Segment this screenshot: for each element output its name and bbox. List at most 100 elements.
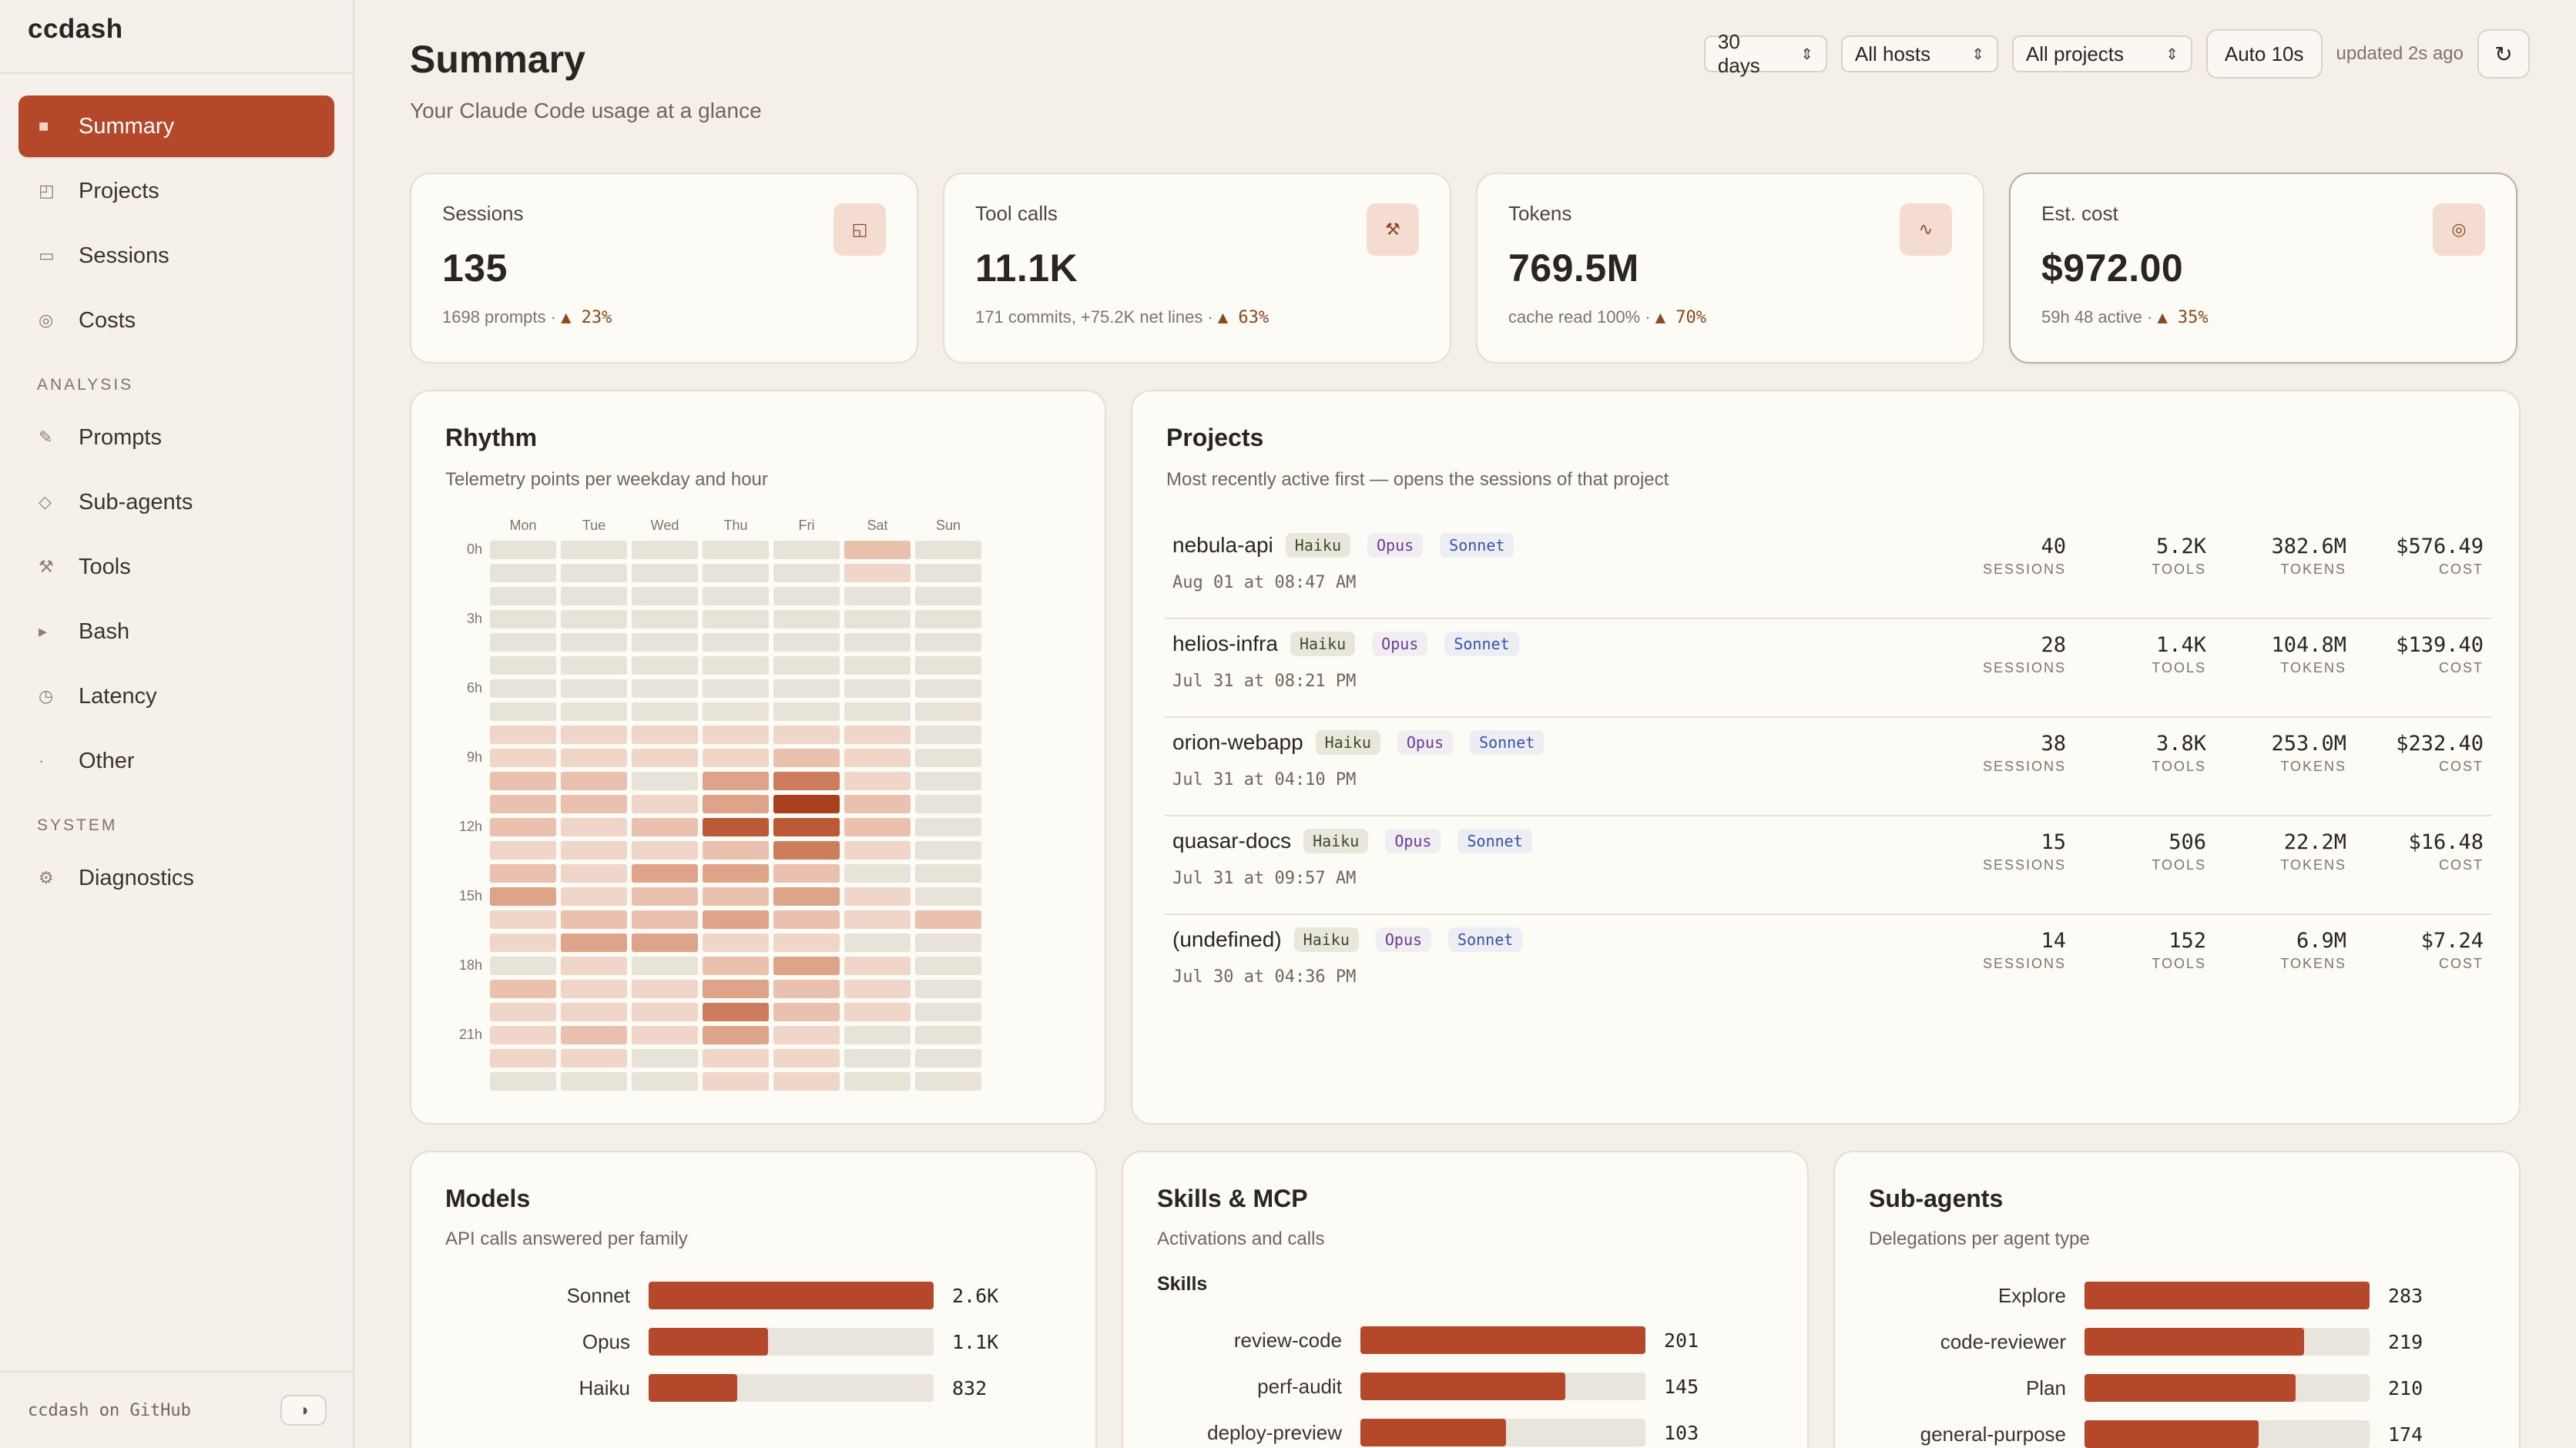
heatmap-cell[interactable] bbox=[773, 679, 840, 698]
heatmap-cell[interactable] bbox=[703, 726, 769, 744]
heatmap-cell[interactable] bbox=[844, 772, 911, 790]
heatmap-cell[interactable] bbox=[703, 772, 769, 790]
heatmap-cell[interactable] bbox=[490, 841, 556, 860]
heatmap-cell[interactable] bbox=[773, 980, 840, 998]
heatmap-cell[interactable] bbox=[632, 841, 698, 860]
heatmap-cell[interactable] bbox=[632, 541, 698, 559]
sidebar-item-prompts[interactable]: ✎ Prompts bbox=[18, 407, 334, 468]
heatmap-cell[interactable] bbox=[561, 726, 627, 744]
heatmap-cell[interactable] bbox=[561, 656, 627, 675]
heatmap-cell[interactable] bbox=[632, 656, 698, 675]
heatmap-cell[interactable] bbox=[773, 1026, 840, 1044]
heatmap-cell[interactable] bbox=[703, 679, 769, 698]
heatmap-cell[interactable] bbox=[915, 910, 981, 929]
heatmap-cell[interactable] bbox=[632, 1072, 698, 1091]
sidebar-item-projects[interactable]: ◰ Projects bbox=[18, 160, 334, 222]
stat-card-est-cost[interactable]: Est. cost $972.00 59h 48 active · ▲ 35% ◎ bbox=[2009, 173, 2517, 364]
heatmap-cell[interactable] bbox=[632, 910, 698, 929]
heatmap-cell[interactable] bbox=[632, 610, 698, 628]
heatmap-cell[interactable] bbox=[561, 1026, 627, 1044]
heatmap-cell[interactable] bbox=[844, 679, 911, 698]
sidebar-item-costs[interactable]: ◎ Costs bbox=[18, 290, 334, 351]
heatmap-cell[interactable] bbox=[773, 656, 840, 675]
heatmap-cell[interactable] bbox=[773, 702, 840, 721]
heatmap-cell[interactable] bbox=[490, 1026, 556, 1044]
heatmap-cell[interactable] bbox=[703, 980, 769, 998]
bar-row[interactable]: Explore 283 bbox=[1869, 1280, 2485, 1311]
heatmap-cell[interactable] bbox=[703, 610, 769, 628]
range-select[interactable]: 30 days ⇕ bbox=[1703, 30, 1827, 77]
heatmap-cell[interactable] bbox=[915, 541, 981, 559]
heatmap-cell[interactable] bbox=[490, 957, 556, 975]
heatmap-cell[interactable] bbox=[632, 726, 698, 744]
heatmap-cell[interactable] bbox=[703, 818, 769, 836]
project-name[interactable]: (undefined) bbox=[1172, 927, 1282, 951]
heatmap-cell[interactable] bbox=[773, 633, 840, 652]
heatmap-cell[interactable] bbox=[703, 1026, 769, 1044]
heatmap-cell[interactable] bbox=[844, 910, 911, 929]
heatmap-cell[interactable] bbox=[844, 1003, 911, 1021]
heatmap-cell[interactable] bbox=[915, 887, 981, 906]
heatmap-cell[interactable] bbox=[915, 957, 981, 975]
heatmap-cell[interactable] bbox=[632, 980, 698, 998]
heatmap-cell[interactable] bbox=[844, 541, 911, 559]
heatmap-cell[interactable] bbox=[773, 1049, 840, 1068]
project-row[interactable]: nebula-api Haiku Opus Sonnet Aug 01 at 08:47… bbox=[1165, 521, 2491, 619]
project-row[interactable]: quasar-docs Haiku Opus Sonnet Jul 31 at 09:5… bbox=[1165, 816, 2491, 915]
heatmap-cell[interactable] bbox=[703, 933, 769, 952]
heatmap-cell[interactable] bbox=[703, 749, 769, 767]
heatmap-cell[interactable] bbox=[844, 957, 911, 975]
bar-row[interactable]: Opus 1.1K bbox=[445, 1326, 1062, 1357]
heatmap-cell[interactable] bbox=[561, 957, 627, 975]
heatmap-cell[interactable] bbox=[490, 587, 556, 605]
project-name[interactable]: helios-infra bbox=[1172, 632, 1278, 655]
heatmap-cell[interactable] bbox=[773, 587, 840, 605]
heatmap-cell[interactable] bbox=[773, 841, 840, 860]
stat-card-tokens[interactable]: Tokens 769.5M cache read 100% · ▲ 70% ∿ bbox=[1476, 173, 1984, 364]
heatmap-cell[interactable] bbox=[490, 980, 556, 998]
heatmap-cell[interactable] bbox=[773, 726, 840, 744]
heatmap-cell[interactable] bbox=[703, 656, 769, 675]
heatmap-cell[interactable] bbox=[773, 749, 840, 767]
heatmap-cell[interactable] bbox=[915, 702, 981, 721]
heatmap-cell[interactable] bbox=[561, 610, 627, 628]
heatmap-cell[interactable] bbox=[632, 887, 698, 906]
heatmap-cell[interactable] bbox=[915, 795, 981, 813]
heatmap-cell[interactable] bbox=[915, 726, 981, 744]
heatmap-cell[interactable] bbox=[844, 610, 911, 628]
heatmap-cell[interactable] bbox=[915, 587, 981, 605]
heatmap-cell[interactable] bbox=[773, 910, 840, 929]
heatmap-cell[interactable] bbox=[773, 887, 840, 906]
heatmap-cell[interactable] bbox=[773, 564, 840, 582]
project-row[interactable]: orion-webapp Haiku Opus Sonnet Jul 31 at 04:… bbox=[1165, 718, 2491, 816]
heatmap-cell[interactable] bbox=[915, 679, 981, 698]
heatmap-cell[interactable] bbox=[632, 864, 698, 883]
heatmap-cell[interactable] bbox=[632, 795, 698, 813]
heatmap-cell[interactable] bbox=[561, 795, 627, 813]
heatmap-cell[interactable] bbox=[561, 1049, 627, 1068]
heatmap-cell[interactable] bbox=[844, 656, 911, 675]
heatmap-cell[interactable] bbox=[915, 749, 981, 767]
project-name[interactable]: quasar-docs bbox=[1172, 829, 1292, 853]
heatmap-cell[interactable] bbox=[773, 772, 840, 790]
heatmap-cell[interactable] bbox=[844, 841, 911, 860]
heatmap-cell[interactable] bbox=[490, 1003, 556, 1021]
theme-toggle-button[interactable]: ◑ bbox=[280, 1395, 327, 1426]
heatmap-cell[interactable] bbox=[632, 772, 698, 790]
heatmap-cell[interactable] bbox=[844, 726, 911, 744]
heatmap-cell[interactable] bbox=[632, 933, 698, 952]
project-name[interactable]: orion-webapp bbox=[1172, 730, 1303, 754]
sidebar-item-latency[interactable]: ◷ Latency bbox=[18, 665, 334, 727]
heatmap-cell[interactable] bbox=[773, 541, 840, 559]
heatmap-cell[interactable] bbox=[703, 587, 769, 605]
projects-select[interactable]: All projects ⇕ bbox=[2011, 35, 2192, 72]
project-row[interactable]: helios-infra Haiku Opus Sonnet Jul 31 at 08:… bbox=[1165, 619, 2491, 718]
heatmap-cell[interactable] bbox=[490, 564, 556, 582]
heatmap-cell[interactable] bbox=[490, 656, 556, 675]
heatmap-cell[interactable] bbox=[490, 772, 556, 790]
heatmap-cell[interactable] bbox=[703, 633, 769, 652]
heatmap-cell[interactable] bbox=[844, 587, 911, 605]
sidebar-item-summary[interactable]: ■ Summary bbox=[18, 96, 334, 157]
bar-row[interactable]: perf-audit 145 bbox=[1157, 1371, 1773, 1402]
heatmap-cell[interactable] bbox=[632, 749, 698, 767]
